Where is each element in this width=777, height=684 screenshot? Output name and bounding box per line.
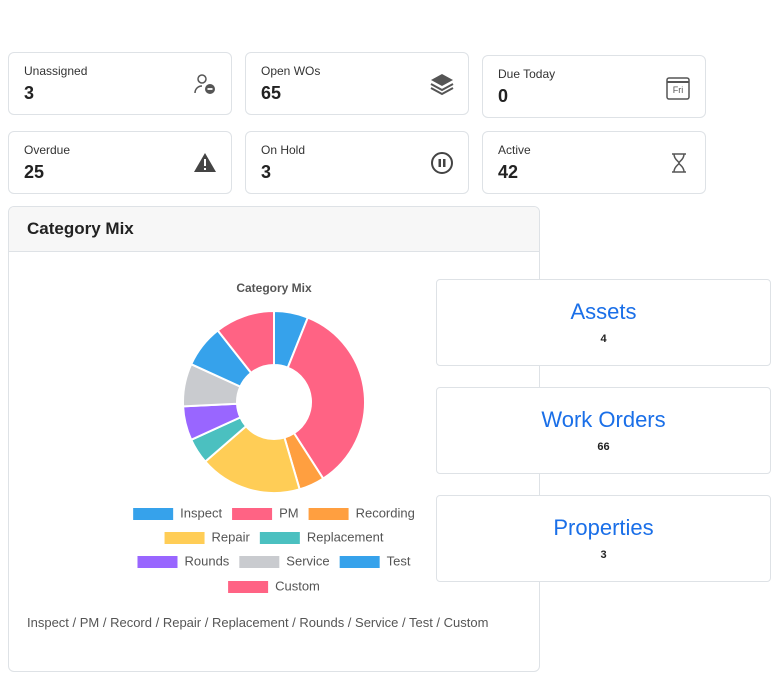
doughnut-segment: [286, 316, 366, 480]
stat-value: 3: [24, 83, 35, 103]
stat-label: Unassigned: [24, 64, 88, 78]
legend-label: Recording: [356, 505, 415, 520]
stat-card: Open WOs 65: [245, 52, 469, 115]
legend-label: Repair: [212, 529, 251, 544]
legend-swatch: [228, 581, 269, 593]
stat-card: Active 42: [482, 131, 706, 194]
user-minus-icon: [194, 74, 215, 94]
legend-swatch: [137, 556, 178, 568]
doughnut-segment: [216, 309, 275, 375]
legend-swatch: [133, 508, 174, 520]
stat-label: Due Today: [498, 67, 556, 81]
category-panel: Category Mix Category Mix Inspect PM Recor…: [8, 206, 540, 672]
panel-title: Category Mix: [9, 207, 539, 252]
link-card[interactable]: Properties 3: [436, 495, 771, 582]
link-card[interactable]: Assets 4: [436, 279, 771, 366]
stat-label: Open WOs: [261, 64, 321, 78]
chart: Category Mix Inspect PM Recording Repair Rep…: [133, 281, 415, 593]
legend-label: PM: [279, 505, 299, 520]
panel-footer: Inspect / PM / Record / Repair / Replace…: [27, 615, 489, 630]
legend-swatch: [239, 556, 280, 568]
stat-value: 25: [24, 162, 45, 182]
legend-swatch: [232, 508, 273, 520]
stat-label: Overdue: [24, 143, 71, 157]
legend-swatch: [339, 556, 380, 568]
link-card[interactable]: Work Orders 66: [436, 387, 771, 474]
stat-card: Unassigned 3: [8, 52, 232, 115]
stat-value: 65: [261, 83, 282, 103]
stat-label: On Hold: [261, 143, 306, 157]
legend-swatch: [308, 508, 349, 520]
chart-title: Category Mix: [236, 281, 312, 295]
legend-label: Replacement: [307, 529, 384, 544]
hourglass-icon: [672, 153, 686, 173]
stat-card: On Hold 3: [245, 131, 469, 194]
link-title[interactable]: Assets: [570, 299, 637, 324]
pause-icon: [431, 152, 453, 174]
legend-label: Inspect: [180, 505, 222, 520]
calendar-day: Fri: [673, 85, 684, 95]
link-count: 66: [597, 441, 610, 453]
stat-card: Due Today 0 Fri: [482, 55, 706, 118]
stat-card: Overdue 25: [8, 131, 232, 194]
legend-swatch: [164, 532, 205, 544]
calendar-icon: Fri: [666, 77, 690, 100]
warning-icon: [194, 153, 216, 172]
stat-value: 0: [498, 86, 509, 106]
link-count: 3: [600, 549, 607, 561]
link-title[interactable]: Properties: [553, 515, 654, 540]
link-count: 4: [600, 333, 607, 345]
legend-label: Custom: [275, 578, 320, 593]
stat-value: 3: [261, 162, 272, 182]
link-title[interactable]: Work Orders: [541, 407, 666, 432]
legend-label: Test: [387, 553, 411, 568]
layers-icon: [430, 74, 454, 96]
legend-label: Service: [286, 553, 329, 568]
legend-label: Rounds: [184, 553, 229, 568]
legend-swatch: [259, 532, 300, 544]
stat-value: 42: [498, 162, 519, 182]
stat-label: Active: [498, 143, 531, 157]
doughnut-segment: [203, 424, 301, 494]
